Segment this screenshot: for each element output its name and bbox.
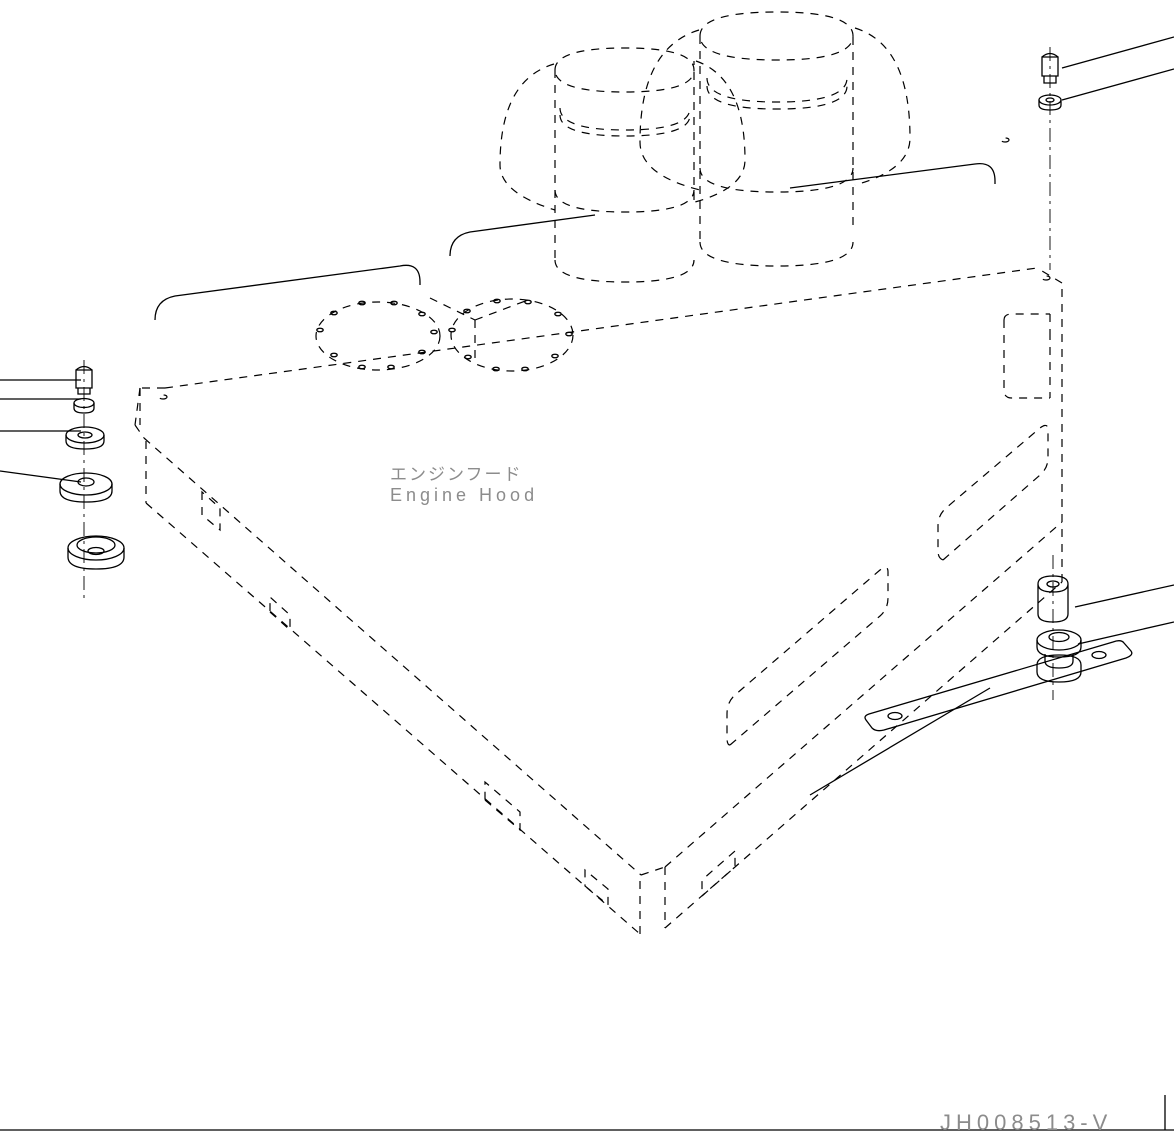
label-en: Engine Hood bbox=[390, 485, 538, 506]
label-jp: エンジンフード bbox=[390, 460, 523, 485]
drawing-id: JH008513-V bbox=[940, 1110, 1112, 1136]
